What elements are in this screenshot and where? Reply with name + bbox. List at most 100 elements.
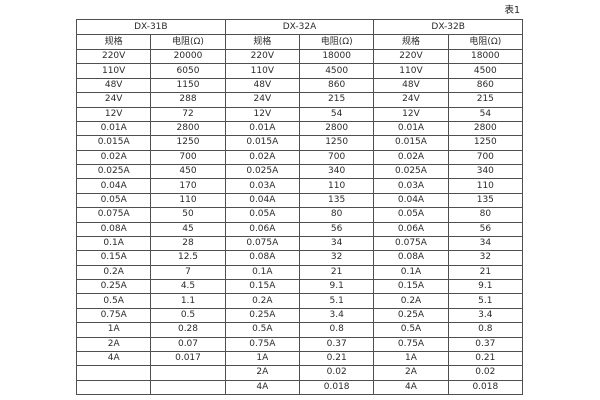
spec-cell: 48V	[224, 77, 300, 94]
spec-cell: 4A	[373, 379, 449, 396]
resistance-cell: 340	[298, 163, 375, 180]
spec-cell: 0.03A	[373, 178, 449, 194]
resistance-cell: 1250	[298, 135, 375, 151]
spec-cell: 0.01A	[224, 120, 300, 137]
spec-cell: 12V	[373, 106, 449, 122]
resistance-cell: 1250	[447, 135, 524, 151]
spec-cell: 0.2A	[224, 293, 300, 309]
table-row: 0.25A 4.5 0.15A 9.1 0.15A 9.1	[75, 278, 524, 295]
resistance-cell: 4.5	[150, 278, 226, 295]
table-row: 12V 72 12V 54 12V 54	[75, 106, 524, 122]
spec-cell: 0.02A	[224, 149, 300, 166]
resistance-cell: 1.1	[150, 293, 226, 309]
table-row: 0.15A 12.5 0.08A 32 0.08A 32	[75, 250, 524, 266]
resistance-cell: 5.1	[298, 293, 375, 309]
spec-cell: 0.015A	[373, 135, 449, 151]
resistance-cell: 6050	[150, 63, 226, 79]
spec-cell: 0.06A	[373, 221, 449, 237]
spec-cell: 2A	[373, 365, 449, 381]
table-row: 2A 0.02 2A 0.02	[75, 365, 524, 381]
resistance-cell: 54	[447, 106, 524, 122]
spec-cell: 0.015A	[75, 135, 152, 151]
spec-cell: 0.08A	[373, 250, 449, 266]
spec-cell: 0.04A	[75, 178, 152, 194]
resistance-cell: 288	[150, 92, 226, 108]
resistance-cell: 4500	[447, 63, 524, 79]
resistance-cell: 860	[447, 77, 524, 94]
resistance-cell: 20000	[150, 48, 226, 65]
resistance-cell: 0.018	[298, 379, 375, 396]
resistance-cell: 170	[150, 178, 226, 194]
spec-cell: 0.06A	[224, 221, 300, 237]
resistance-cell: 1250	[150, 135, 226, 151]
resistance-cell: 32	[298, 250, 375, 266]
spec-cell: 12V	[224, 106, 300, 122]
resistance-cell: 72	[150, 106, 226, 122]
resistance-cell: 80	[447, 207, 524, 223]
spec-cell: 0.25A	[373, 307, 449, 324]
resistance-cell: 215	[298, 92, 375, 108]
spec-cell: 0.025A	[75, 163, 152, 180]
table-row: 0.1A 28 0.075A 34 0.075A 34	[75, 235, 524, 252]
spec-cell: 48V	[75, 77, 152, 94]
spec-cell: 0.15A	[224, 278, 300, 295]
resistance-spec-table: DX-31B DX-32A DX-32B 规格 电阻(Ω) 规格 电阻(Ω) 规…	[75, 19, 524, 396]
spec-cell: 220V	[75, 48, 152, 65]
spec-cell: 0.75A	[373, 336, 449, 352]
resistance-cell: 215	[447, 92, 524, 108]
resistance-cell: 860	[298, 77, 375, 94]
table-row: 0.04A 170 0.03A 110 0.03A 110	[75, 178, 524, 194]
resistance-cell	[150, 379, 226, 396]
table-caption: 表1	[504, 5, 520, 16]
table-row: 0.01A 2800 0.01A 2800 0.01A 2800	[75, 120, 524, 137]
resistance-cell: 0.017	[150, 350, 226, 367]
resistance-cell: 18000	[298, 48, 375, 65]
spec-cell: 0.01A	[373, 120, 449, 137]
resistance-cell: 135	[447, 192, 524, 209]
spec-cell: 1A	[224, 350, 300, 367]
spec-cell: 0.25A	[224, 307, 300, 324]
spec-cell: 0.1A	[224, 264, 300, 281]
spec-cell: 24V	[373, 92, 449, 108]
spec-cell: 0.05A	[373, 207, 449, 223]
resistance-cell: 700	[150, 149, 226, 166]
table-row: 0.075A 50 0.05A 80 0.05A 80	[75, 207, 524, 223]
table-row: 0.015A 1250 0.015A 1250 0.015A 1250	[75, 135, 524, 151]
spec-cell: 1A	[75, 322, 152, 338]
spec-cell: 4A	[75, 350, 152, 367]
spec-cell: 0.1A	[373, 264, 449, 281]
table-row: 1A 0.28 0.5A 0.8 0.5A 0.8	[75, 322, 524, 338]
resistance-cell: 50	[150, 207, 226, 223]
spec-cell: 0.15A	[373, 278, 449, 295]
spec-cell	[75, 365, 152, 381]
spec-cell: 0.01A	[75, 120, 152, 137]
resistance-cell: 9.1	[298, 278, 375, 295]
resistance-cell: 0.02	[447, 365, 524, 381]
resistance-cell: 110	[298, 178, 375, 194]
table-row: 48V 1150 48V 860 48V 860	[75, 77, 524, 94]
table-row: 4A 0.017 1A 0.21 1A 0.21	[75, 350, 524, 367]
table-row: 0.5A 1.1 0.2A 5.1 0.2A 5.1	[75, 293, 524, 309]
spec-cell: 0.05A	[224, 207, 300, 223]
spec-cell: 0.5A	[373, 322, 449, 338]
resistance-cell: 32	[447, 250, 524, 266]
table-body: 220V 20000 220V 18000 220V 18000 110V 6050 110V 4…	[75, 48, 524, 396]
spec-cell: 0.04A	[373, 192, 449, 209]
resistance-cell: 0.5	[150, 307, 226, 324]
spec-cell: 0.025A	[224, 163, 300, 180]
spec-cell: 0.08A	[75, 221, 152, 237]
resistance-cell: 0.018	[447, 379, 524, 396]
resistance-cell: 450	[150, 163, 226, 180]
spec-cell	[75, 379, 152, 396]
resistance-cell: 7	[150, 264, 226, 281]
spec-cell: 0.03A	[224, 178, 300, 194]
spec-cell: 110V	[224, 63, 300, 79]
spec-cell: 24V	[224, 92, 300, 108]
spec-cell: 0.5A	[224, 322, 300, 338]
resistance-cell: 3.4	[447, 307, 524, 324]
spec-cell: 4A	[224, 379, 300, 396]
spec-cell: 48V	[373, 77, 449, 94]
spec-column-header-dx-32a: 规格	[224, 34, 300, 50]
resistance-cell: 2800	[150, 120, 226, 137]
